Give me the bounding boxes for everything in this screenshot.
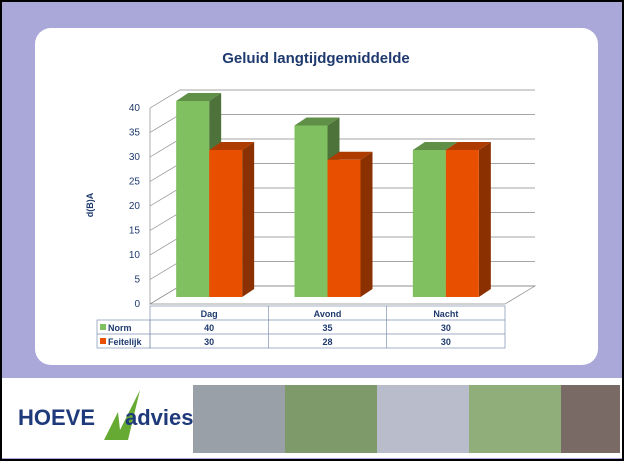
photo	[193, 385, 285, 453]
y-tick-label: 0	[134, 299, 140, 310]
photo	[561, 385, 620, 453]
bar-side	[361, 152, 373, 297]
y-tick-label: 30	[129, 152, 141, 163]
y-tick-label: 20	[129, 201, 141, 212]
logo-text: advies	[125, 405, 194, 430]
table-value: 30	[204, 337, 214, 347]
y-tick-label: 35	[129, 128, 141, 139]
y-tick-label: 5	[134, 275, 140, 286]
table-value: 30	[441, 337, 451, 347]
slide: HOEVE advies Geluid langtijdgemiddelde d…	[0, 0, 624, 461]
table-value: 28	[322, 337, 332, 347]
y-tick-label: 25	[129, 177, 141, 188]
x-tick-label: Dag	[201, 309, 218, 319]
y-tick-label: 10	[129, 250, 141, 261]
bar-side	[479, 142, 491, 297]
bar-side	[242, 142, 254, 297]
x-tick-label: Avond	[314, 309, 342, 319]
bar	[328, 160, 361, 297]
legend-label: Feitelijk	[108, 337, 143, 347]
y-axis-label: d(B)A	[85, 192, 95, 217]
bar	[446, 150, 479, 297]
table-value: 30	[441, 323, 451, 333]
legend-swatch	[100, 338, 106, 344]
photo	[377, 385, 469, 453]
photo	[469, 385, 561, 453]
bar	[295, 126, 328, 298]
photo	[285, 385, 377, 453]
legend-label: Norm	[108, 323, 132, 333]
bar	[413, 150, 446, 297]
chart-title: Geluid langtijdgemiddelde	[222, 50, 410, 67]
bar	[209, 150, 242, 297]
table-value: 35	[322, 323, 332, 333]
x-tick-label: Nacht	[433, 309, 458, 319]
footer-photos	[193, 385, 620, 453]
logo-text: HOEVE	[18, 405, 95, 430]
y-tick-label: 15	[129, 226, 141, 237]
bar	[176, 101, 209, 297]
legend-swatch	[100, 324, 106, 330]
y-tick-label: 40	[129, 103, 141, 114]
table-value: 40	[204, 323, 214, 333]
